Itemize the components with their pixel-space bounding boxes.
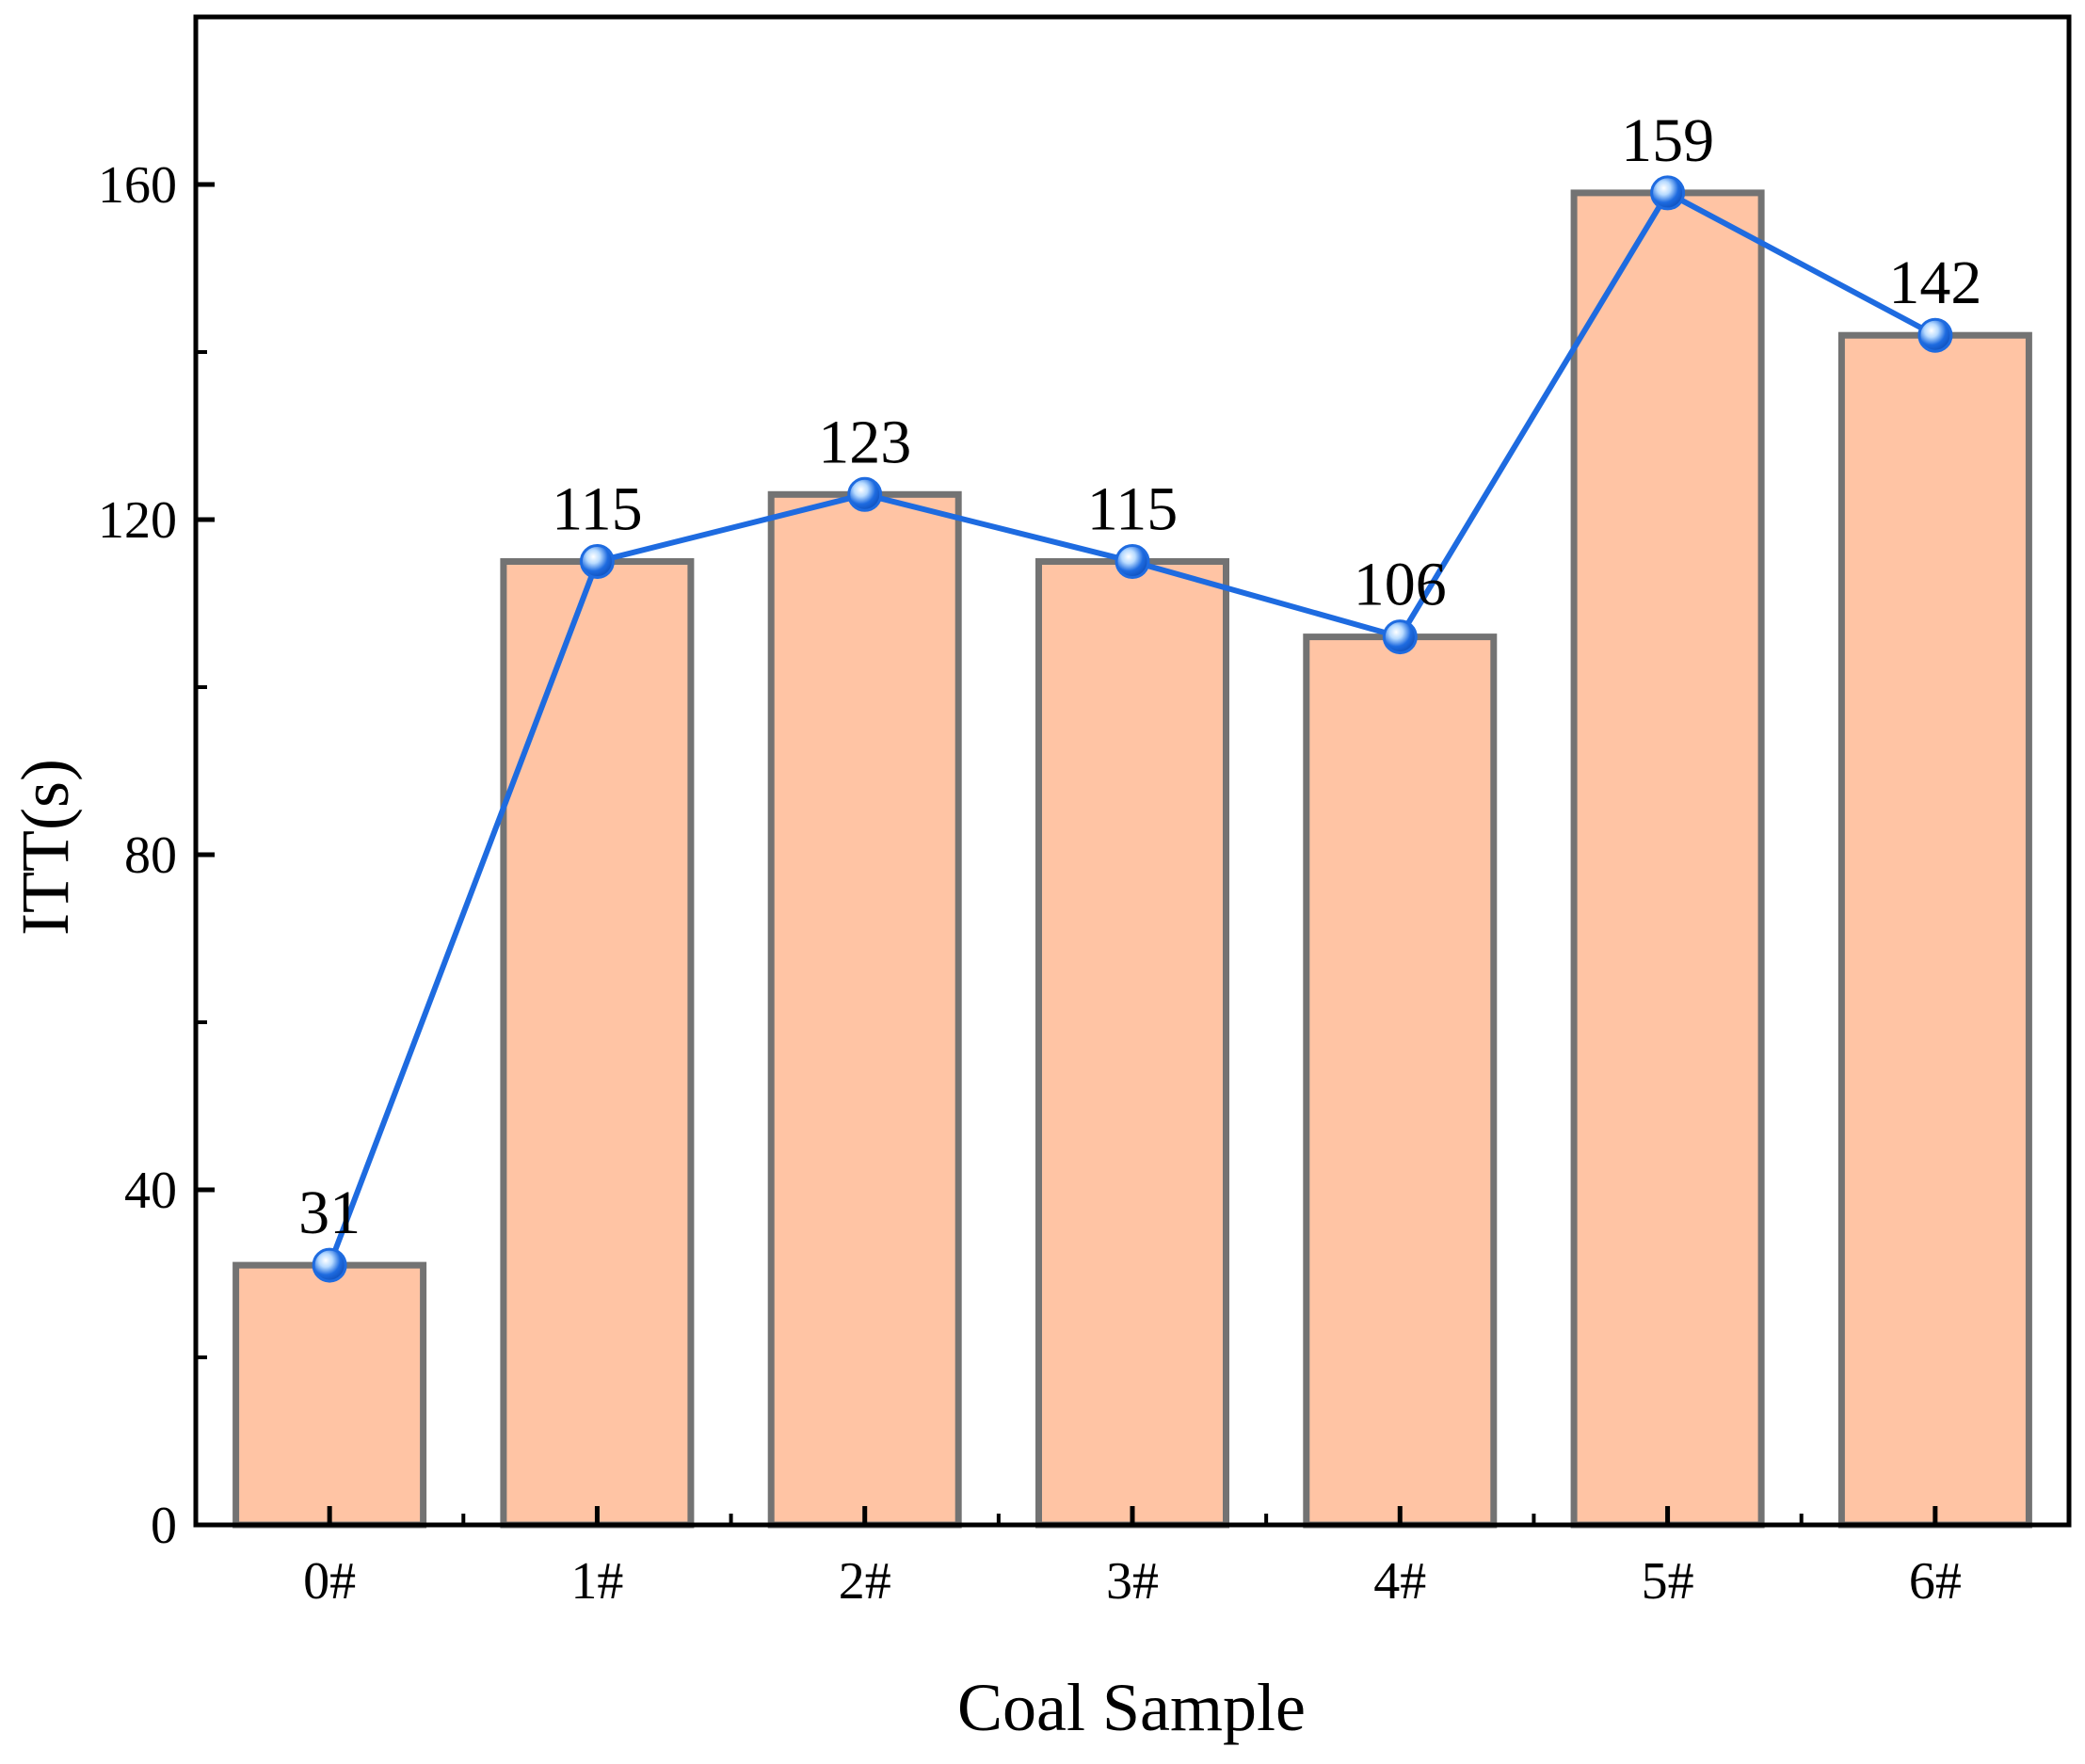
data-labels-layer: 31 115 123 115 106 159 142 [298,106,1981,1247]
markers-layer [312,175,1953,1283]
data-label-5sharp: 159 [1621,106,1714,175]
x-tick-label: 5# [1642,1552,1694,1611]
data-label-0sharp: 31 [298,1179,361,1247]
bar-0sharp [233,1261,427,1529]
line-marker-1sharp [579,544,615,579]
y-tick-label: 0 [151,1497,177,1555]
y-tick-label: 80 [124,826,177,885]
x-tick-label: 1# [570,1552,623,1611]
bar-6sharp [1837,331,2032,1529]
data-label-1sharp: 115 [552,475,643,544]
data-label-2sharp: 123 [818,408,911,476]
y-tick-label: 120 [98,491,177,550]
x-axis-title: Coal Sample [957,1670,1306,1745]
line-marker-2sharp [847,476,883,512]
line-marker-5sharp [1650,175,1686,211]
x-tick-label: 2# [839,1552,891,1611]
y-tick-label: 160 [98,156,177,215]
x-tick-label: 4# [1373,1552,1426,1611]
x-tick-label: 3# [1106,1552,1159,1611]
data-label-4sharp: 106 [1354,551,1447,619]
line-marker-6sharp [1917,317,1953,353]
bar-3sharp [1035,558,1229,1529]
data-label-6sharp: 142 [1888,249,1981,317]
line-marker-3sharp [1115,544,1150,579]
line-marker-0sharp [312,1247,347,1283]
line-marker-4sharp [1382,619,1418,655]
bar-2sharp [767,490,962,1529]
bar-5sharp [1570,189,1765,1529]
y-axis-title: ITT(s) [8,759,83,936]
x-tick-label: 0# [303,1552,356,1611]
bars-layer [233,189,2032,1529]
bar-1sharp [500,558,695,1529]
data-label-3sharp: 115 [1087,475,1179,544]
y-tick-label: 40 [124,1162,177,1220]
x-tick-label: 6# [1909,1552,1962,1611]
axes-layer: 0 40 80 120 160 0# 1# 2# 3# 4# 5# 6# [98,14,2072,1611]
bar-4sharp [1303,633,1498,1529]
